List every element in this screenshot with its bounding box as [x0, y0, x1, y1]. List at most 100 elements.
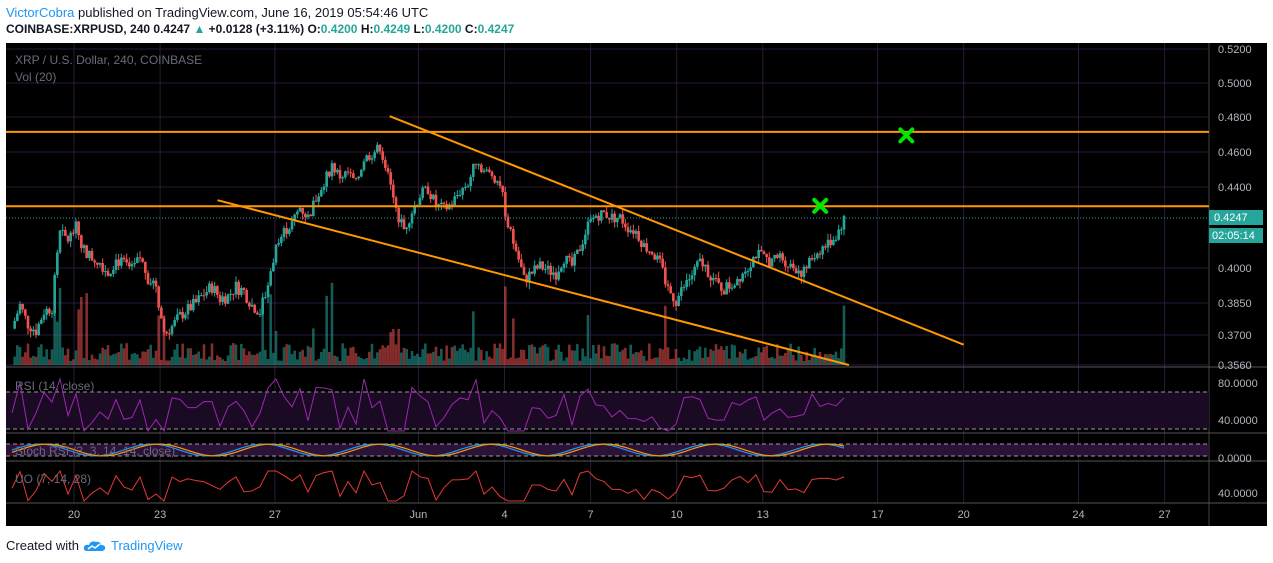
- volume-bar: [650, 358, 654, 365]
- candle-body: [674, 301, 678, 306]
- candle-body: [661, 258, 664, 268]
- candle-body: [53, 274, 56, 314]
- candle-body: [490, 171, 494, 177]
- candle-body: [149, 283, 152, 285]
- candle-body: [573, 253, 576, 266]
- candle-body: [824, 246, 827, 248]
- candle-body: [290, 221, 294, 230]
- volume-bar: [685, 359, 688, 365]
- candle-body: [133, 262, 136, 265]
- candle-body: [626, 227, 630, 233]
- candle-body: [322, 186, 326, 190]
- volume-bar: [138, 358, 142, 365]
- candle-body: [728, 282, 731, 289]
- last-price: 0.4247: [153, 22, 191, 36]
- volume-bar: [840, 348, 843, 365]
- candle-body: [144, 261, 147, 273]
- candle-body: [288, 229, 291, 234]
- candle-body: [453, 196, 456, 206]
- volume-bar: [842, 305, 846, 365]
- volume-bar: [221, 359, 224, 365]
- candle-body: [640, 240, 643, 247]
- volume-bar: [32, 355, 35, 365]
- volume-bar: [709, 349, 712, 365]
- candle-body: [554, 272, 558, 280]
- volume-bar: [186, 348, 190, 365]
- candle-body: [536, 265, 539, 269]
- publish-text: published on TradingView.com, June 16, 2…: [78, 5, 429, 20]
- candle-body: [752, 257, 755, 268]
- candle-body: [232, 293, 235, 295]
- candle-body: [429, 194, 432, 200]
- candle-body: [173, 319, 176, 326]
- volume-bar: [458, 348, 462, 365]
- volume-bar: [298, 351, 302, 365]
- candle-body: [170, 325, 174, 335]
- volume-bar: [696, 349, 699, 365]
- volume-bar: [498, 343, 502, 365]
- candle-body: [128, 262, 131, 267]
- candle-body: [664, 267, 667, 285]
- candle-body: [541, 261, 544, 270]
- volume-bar: [520, 349, 523, 365]
- tradingview-link[interactable]: TradingView: [110, 538, 183, 553]
- volume-bar: [421, 349, 424, 365]
- candle-body: [29, 328, 32, 332]
- volume-bar: [746, 359, 750, 365]
- candle-body: [474, 163, 478, 165]
- candle-body: [504, 192, 507, 217]
- volume-bar: [197, 351, 200, 365]
- candle-body: [802, 266, 806, 277]
- candle-body: [346, 171, 350, 173]
- candle-body: [80, 235, 83, 249]
- volume-bar: [589, 358, 592, 365]
- volume-bar: [512, 318, 515, 365]
- volume-bar: [605, 355, 608, 365]
- volume-bar: [168, 360, 171, 365]
- volume-bar: [517, 357, 520, 365]
- volume-bar: [288, 344, 291, 365]
- volume-bar: [786, 348, 790, 365]
- volume-bar: [162, 315, 166, 365]
- volume-bar: [744, 349, 747, 365]
- candle-body: [168, 333, 171, 335]
- candle-body: [296, 211, 299, 215]
- ohlc-o: 0.4200: [320, 22, 358, 36]
- volume-bar: [664, 305, 667, 365]
- candle-body: [37, 323, 40, 335]
- volume-bar: [312, 328, 315, 365]
- candle-body: [562, 263, 566, 268]
- candle-body: [688, 279, 691, 281]
- last-price-badge: [1209, 210, 1263, 225]
- candle-body: [272, 262, 275, 272]
- volume-bar: [21, 356, 24, 365]
- candle-body: [120, 257, 123, 266]
- candle-body: [402, 219, 406, 230]
- volume-bar: [752, 357, 755, 365]
- volume-bar: [245, 355, 248, 365]
- volume-bar: [586, 315, 590, 365]
- candle-body: [621, 214, 624, 224]
- candle-body: [712, 278, 715, 281]
- candle-body: [685, 279, 688, 287]
- volume-bar: [392, 328, 395, 365]
- volume-bar: [293, 350, 296, 365]
- candle-body: [274, 244, 278, 263]
- candle-body: [234, 281, 238, 295]
- author-link[interactable]: VictorCobra: [6, 5, 75, 20]
- volume-bar: [125, 343, 128, 365]
- candle-body: [650, 251, 654, 255]
- candle-body: [493, 176, 496, 183]
- price-chart[interactable]: 80.0000 40.0000 0.0000 40.0000 0.5200 0.5000…: [6, 43, 1267, 526]
- volume-bar: [528, 345, 531, 365]
- price-tick-label: 0.5200: [1218, 44, 1252, 56]
- candle-body: [538, 261, 542, 269]
- volume-bar: [336, 356, 339, 365]
- candle-body: [106, 271, 110, 276]
- candle-body: [229, 293, 232, 295]
- candle-body: [709, 276, 712, 281]
- volume-bar: [122, 348, 126, 365]
- volume-bar: [66, 348, 70, 365]
- volume-bar: [189, 348, 192, 365]
- volume-bar: [554, 349, 558, 365]
